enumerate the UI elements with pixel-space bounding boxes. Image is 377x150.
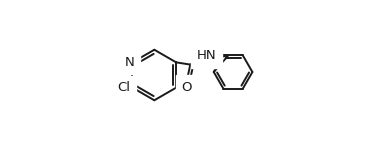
Text: HN: HN <box>196 49 216 62</box>
Text: Cl: Cl <box>118 81 130 94</box>
Text: O: O <box>181 81 192 94</box>
Text: N: N <box>124 56 134 69</box>
